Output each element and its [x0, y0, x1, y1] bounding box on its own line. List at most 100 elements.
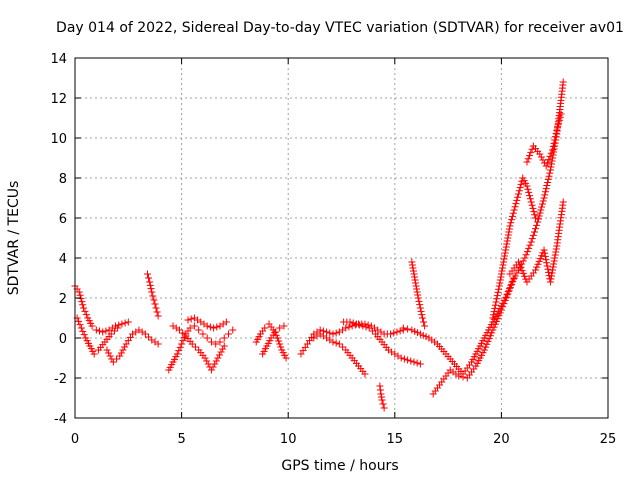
data-point: [275, 337, 283, 345]
data-point: [510, 206, 518, 214]
data-point: [421, 322, 429, 330]
data-point: [537, 206, 545, 214]
data-point: [549, 263, 557, 271]
data-point: [150, 296, 158, 304]
data-point: [508, 216, 516, 224]
data-point: [497, 270, 505, 278]
data-point: [501, 249, 509, 257]
data-point: [529, 204, 537, 212]
data-point: [486, 332, 494, 340]
data-point: [410, 358, 418, 366]
data-point: [349, 319, 357, 327]
data-point: [508, 278, 516, 286]
data-point: [124, 318, 132, 326]
data-point: [543, 262, 551, 270]
data-point: [532, 214, 540, 222]
data-point: [143, 270, 151, 278]
data-point: [527, 148, 535, 156]
data-point: [151, 300, 159, 308]
data-point: [282, 354, 290, 362]
data-point: [225, 330, 233, 338]
data-point: [206, 323, 214, 331]
data-point: [103, 346, 111, 354]
data-point: [528, 201, 536, 209]
data-point: [368, 327, 376, 335]
data-point: [416, 360, 424, 368]
data-point: [75, 317, 83, 325]
data-point: [546, 278, 554, 286]
data-point: [195, 326, 203, 334]
data-point: [417, 307, 425, 315]
data-point: [555, 120, 563, 128]
data-point: [521, 272, 529, 280]
data-point: [412, 279, 420, 287]
data-point: [541, 249, 549, 257]
data-point: [393, 328, 401, 336]
data-point: [533, 221, 541, 229]
data-point: [203, 334, 211, 342]
data-point: [411, 276, 419, 284]
y-tick-label: 6: [59, 212, 67, 227]
data-point: [342, 324, 350, 332]
data-point: [533, 263, 541, 271]
data-point: [90, 350, 98, 358]
data-point: [380, 404, 388, 412]
data-point: [540, 246, 548, 254]
data-point: [556, 113, 564, 121]
data-point: [92, 326, 100, 334]
data-point: [544, 178, 552, 186]
data-point: [376, 382, 384, 390]
data-point: [517, 264, 525, 272]
data-point: [408, 261, 416, 269]
chart-title: Day 014 of 2022, Sidereal Day-to-day VTE…: [56, 20, 624, 36]
data-point: [209, 363, 217, 371]
data-point: [76, 321, 84, 329]
data-point: [191, 343, 199, 351]
data-point: [516, 184, 524, 192]
data-point: [408, 258, 416, 266]
data-point: [504, 234, 512, 242]
data-point: [356, 321, 364, 329]
data-point: [539, 197, 547, 205]
data-point: [119, 346, 127, 354]
data-point: [211, 360, 219, 368]
data-point: [525, 188, 533, 196]
data-point: [411, 273, 419, 281]
data-point: [186, 324, 194, 332]
data-point: [489, 326, 497, 334]
data-point: [502, 246, 510, 254]
data-point: [180, 333, 188, 341]
data-point: [543, 259, 551, 267]
data-point: [390, 329, 398, 337]
data-points: [71, 78, 567, 412]
data-point: [542, 185, 550, 193]
data-point: [408, 326, 416, 334]
data-point: [506, 222, 514, 230]
data-point: [407, 357, 415, 365]
data-point: [511, 272, 519, 280]
data-point: [145, 274, 153, 282]
data-point: [106, 352, 114, 360]
data-point: [552, 245, 560, 253]
data-point: [526, 195, 534, 203]
data-point: [542, 256, 550, 264]
data-point: [496, 279, 504, 287]
data-point: [546, 152, 554, 160]
data-point: [529, 231, 537, 239]
data-point: [146, 278, 154, 286]
data-point: [184, 316, 192, 324]
data-point: [203, 322, 211, 330]
data-point: [396, 327, 404, 335]
x-axis-label: GPS time / hours: [281, 458, 398, 474]
data-point: [531, 211, 539, 219]
data-point: [115, 321, 123, 329]
data-point: [534, 260, 542, 268]
data-point: [490, 323, 498, 331]
data-point: [514, 258, 522, 266]
y-tick-label: 4: [59, 252, 67, 267]
data-point: [510, 275, 518, 283]
y-axis-label: SDTVAR / TECUs: [6, 181, 22, 296]
data-point: [540, 194, 548, 202]
data-point: [377, 390, 385, 398]
data-point: [79, 327, 87, 335]
